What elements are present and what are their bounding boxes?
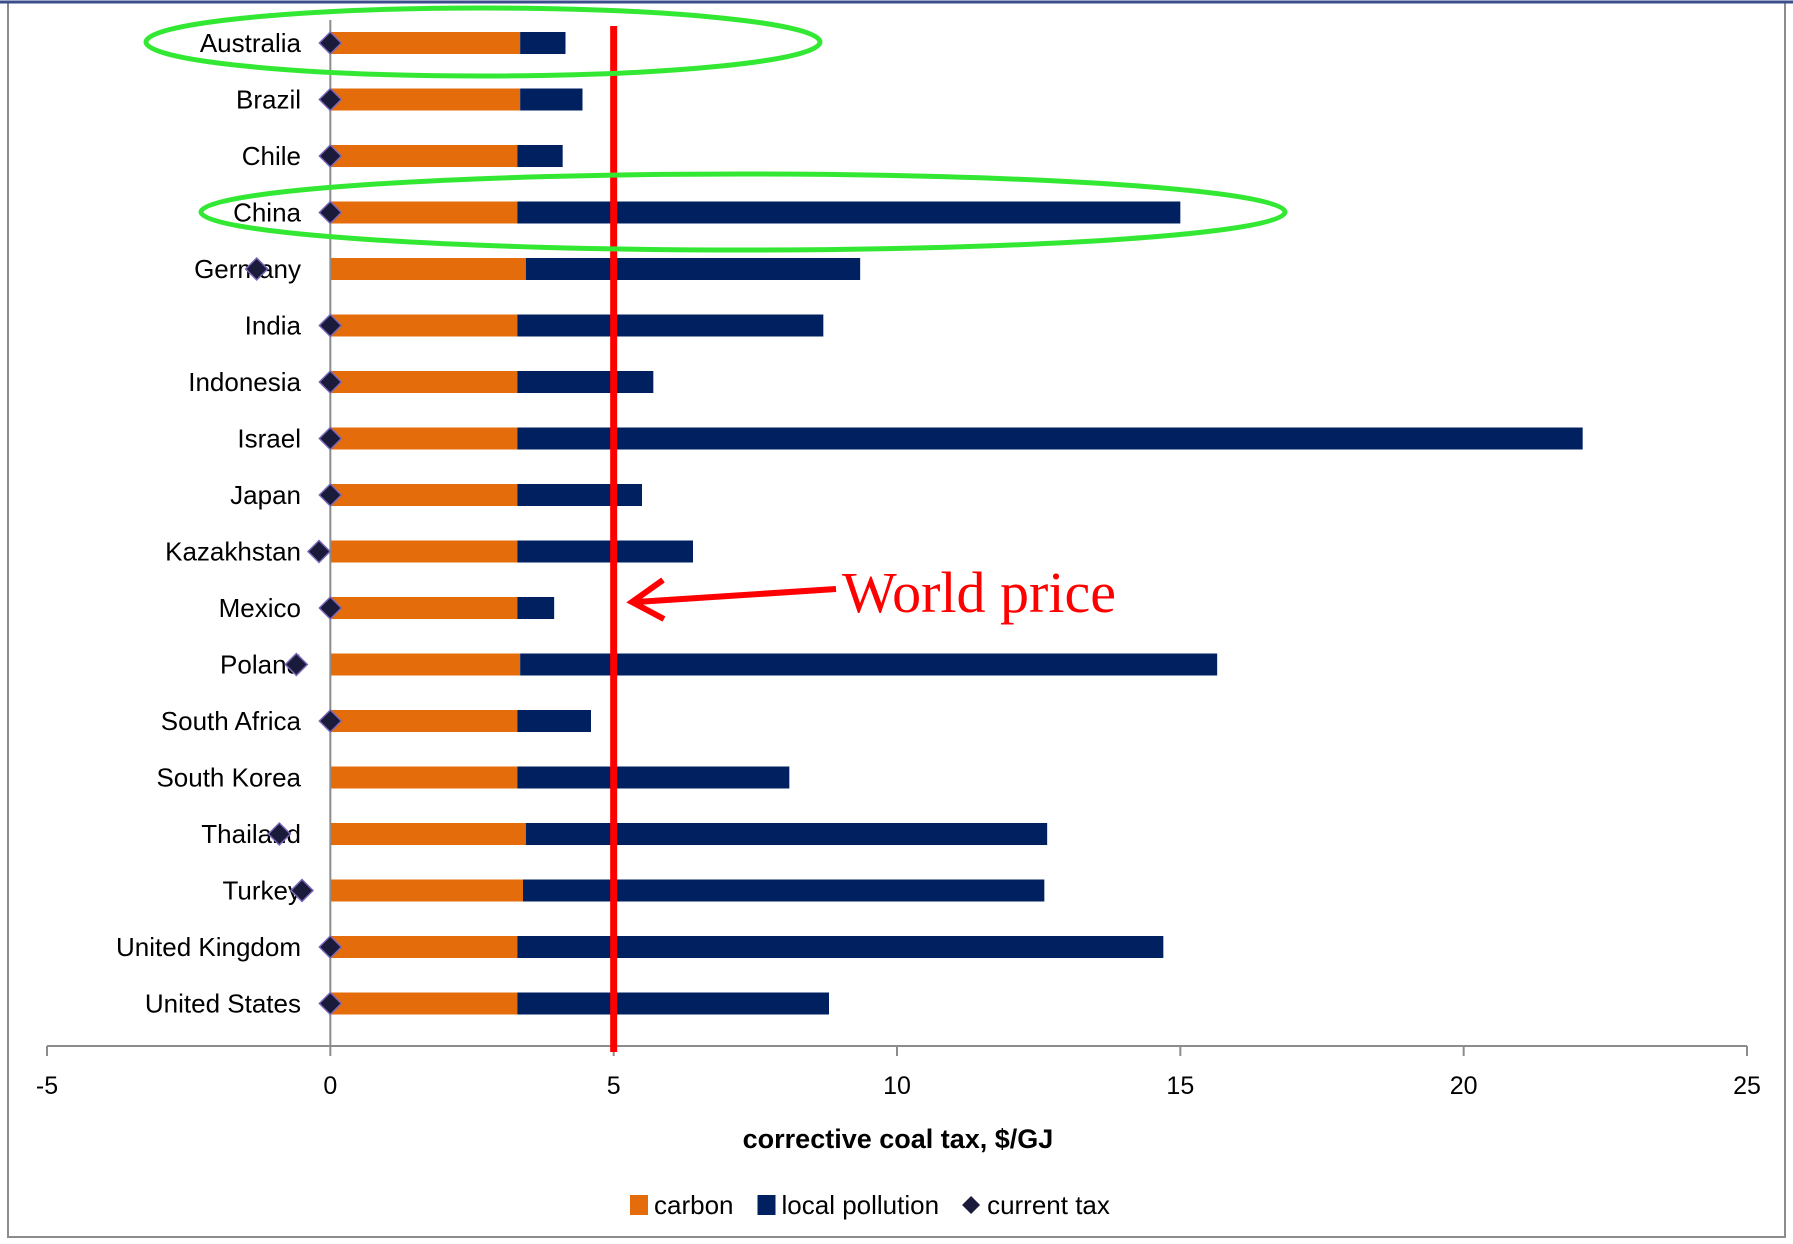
x-tick-label: 25 — [1733, 1072, 1761, 1100]
bar-local-pollution-india — [517, 314, 824, 337]
bar-carbon-brazil — [330, 88, 521, 111]
current-tax-marker-thailand — [267, 821, 292, 847]
legend-label-local-pollution: local pollution — [782, 1190, 940, 1220]
category-label-japan: Japan — [230, 480, 301, 510]
bar-carbon-south-africa — [330, 710, 518, 732]
bar-carbon-poland — [330, 653, 521, 676]
current-tax-marker-united-kingdom — [318, 934, 343, 960]
bar-local-pollution-japan — [517, 484, 642, 506]
legend-label-current-tax: current tax — [987, 1190, 1110, 1220]
bar-local-pollution-kazakhstan — [517, 540, 693, 563]
bar-local-pollution-poland — [520, 653, 1218, 676]
x-tick-label: 5 — [607, 1072, 621, 1100]
current-tax-marker-south-africa — [318, 708, 343, 734]
category-label-brazil: Brazil — [236, 85, 301, 115]
bar-carbon-chile — [330, 145, 518, 167]
bar-carbon-australia — [330, 32, 521, 54]
category-labels: AustraliaBrazilChileChinaGermanyIndiaInd… — [116, 28, 302, 1019]
bar-carbon-thailand — [330, 823, 526, 845]
world-price-arrow-shaft — [635, 586, 837, 605]
bar-local-pollution-south-africa — [517, 710, 591, 732]
bar-carbon-japan — [330, 484, 518, 506]
current-tax-marker-israel — [318, 426, 343, 451]
current-tax-marker-australia — [318, 30, 343, 56]
bar-carbon-turkey — [330, 879, 523, 902]
reference-layer: World price — [610, 26, 1116, 1052]
highlight-ellipses — [143, 5, 1288, 253]
bar-local-pollution-united-states — [517, 992, 829, 1015]
bar-local-pollution-united-kingdom — [517, 936, 1164, 958]
bar-local-pollution-china — [517, 201, 1181, 224]
category-label-china: China — [233, 198, 301, 228]
category-label-india: India — [245, 311, 302, 341]
current-tax-marker-united-states — [318, 991, 343, 1016]
bar-local-pollution-chile — [517, 145, 563, 167]
legend-swatch-local-pollution — [757, 1195, 776, 1215]
category-label-south-korea: South Korea — [156, 763, 301, 793]
category-label-indonesia: Indonesia — [188, 367, 301, 397]
category-label-kazakhstan: Kazakhstan — [165, 537, 301, 567]
category-label-united-states: United States — [145, 989, 301, 1019]
category-label-israel: Israel — [237, 424, 301, 454]
bar-local-pollution-south-korea — [517, 766, 790, 789]
current-tax-markers — [244, 30, 343, 1016]
bar-carbon-china — [330, 201, 518, 224]
bar-carbon-india — [330, 314, 518, 337]
current-tax-marker-germany — [244, 256, 269, 282]
current-tax-marker-china — [318, 200, 343, 225]
world-price-arrow-head — [626, 577, 666, 622]
x-tick-label: -5 — [36, 1072, 58, 1100]
current-tax-marker-mexico — [318, 595, 343, 621]
legend-label-carbon: carbon — [654, 1190, 734, 1220]
legend-swatch-current-tax — [962, 1196, 981, 1214]
bar-carbon-indonesia — [330, 371, 518, 393]
world-price-annotation: World price — [842, 560, 1116, 625]
category-label-united-kingdom: United Kingdom — [116, 932, 301, 962]
category-label-chile: Chile — [242, 141, 301, 171]
bar-local-pollution-israel — [517, 427, 1583, 450]
x-tick-label: 15 — [1166, 1072, 1194, 1100]
current-tax-marker-turkey — [289, 878, 315, 903]
highlight-ellipse-australia — [143, 5, 823, 79]
current-tax-marker-kazakhstan — [306, 539, 332, 564]
category-label-south-africa: South Africa — [161, 706, 302, 736]
bar-carbon-united-kingdom — [330, 936, 518, 958]
current-tax-marker-indonesia — [318, 369, 343, 395]
category-label-australia: Australia — [200, 28, 302, 58]
bar-carbon-south-korea — [330, 766, 518, 789]
highlight-ellipse-china — [198, 171, 1288, 253]
bars-layer — [330, 32, 1583, 1015]
bar-local-pollution-thailand — [525, 823, 1048, 845]
bar-local-pollution-australia — [520, 32, 566, 54]
x-tick-label: 20 — [1450, 1072, 1478, 1100]
current-tax-marker-brazil — [318, 87, 343, 112]
current-tax-marker-poland — [284, 652, 309, 677]
current-tax-marker-chile — [318, 143, 343, 169]
bar-carbon-united-states — [330, 992, 518, 1015]
current-tax-marker-india — [318, 313, 343, 338]
x-tick-label: 0 — [323, 1072, 337, 1100]
current-tax-marker-japan — [318, 482, 343, 508]
bar-local-pollution-indonesia — [517, 371, 654, 393]
bar-carbon-germany — [330, 258, 526, 280]
bar-local-pollution-germany — [525, 258, 861, 280]
bar-carbon-israel — [330, 427, 518, 450]
x-tick-label: 10 — [883, 1072, 911, 1100]
bar-carbon-mexico — [330, 597, 518, 619]
x-axis-title: corrective coal tax, $/GJ — [743, 1124, 1054, 1154]
bar-carbon-kazakhstan — [330, 540, 518, 563]
legend-swatch-carbon — [630, 1195, 648, 1215]
bar-local-pollution-turkey — [523, 879, 1045, 902]
category-label-mexico: Mexico — [219, 593, 301, 623]
x-axis: -5 0 5 10 15 20 25 corrective coal tax, $/GJ — [36, 20, 1761, 1154]
category-label-turkey: Turkey — [223, 876, 302, 906]
bar-local-pollution-brazil — [520, 88, 583, 111]
legend: carbon local pollution current tax — [630, 1190, 1110, 1220]
bar-local-pollution-mexico — [517, 597, 555, 619]
